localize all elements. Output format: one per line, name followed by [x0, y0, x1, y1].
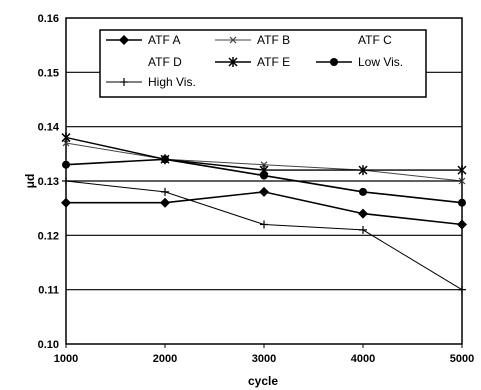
legend-entry: ATF B	[215, 33, 290, 47]
data-point	[458, 285, 466, 294]
data-point	[457, 165, 467, 176]
data-point	[61, 197, 71, 208]
data-point	[359, 225, 367, 234]
series-high-vis	[62, 177, 466, 294]
legend-entry: ATF C	[358, 33, 392, 47]
series-atf-a	[61, 186, 467, 230]
data-point	[260, 220, 268, 229]
x-tick-label: 5000	[450, 353, 474, 365]
data-point	[458, 198, 466, 207]
legend-marker	[120, 78, 128, 86]
data-point	[358, 208, 368, 219]
legend-entry: ATF D	[148, 55, 182, 69]
data-point	[260, 171, 268, 180]
legend-entry: ATF E	[215, 55, 290, 69]
series-atf-e	[61, 132, 467, 176]
legend-label: ATF D	[148, 55, 182, 69]
data-point	[260, 161, 268, 169]
x-tick-label: 3000	[252, 353, 276, 365]
data-point	[160, 197, 170, 208]
data-point	[62, 160, 70, 169]
y-tick-label: 0.14	[38, 122, 60, 134]
data-point	[61, 132, 71, 143]
legend-label: Low Vis.	[358, 55, 403, 69]
y-tick-label: 0.13	[38, 176, 59, 188]
legend-marker	[330, 58, 338, 66]
legend-entry: High Vis.	[106, 75, 196, 89]
legend-box	[99, 29, 427, 98]
legend-label: ATF A	[148, 33, 180, 47]
data-point	[358, 165, 368, 176]
data-point	[457, 219, 467, 230]
y-tick-label: 0.16	[38, 13, 59, 25]
legend-marker	[228, 57, 238, 67]
y-axis-ticks: 0.10 0.11 0.12 0.13 0.14 0.15 0.16	[38, 13, 60, 351]
legend: ATF A ATF B ATF C ATF D ATF E Low Vis. High Vi…	[99, 29, 427, 98]
legend-marker	[229, 36, 237, 44]
series-group	[61, 132, 467, 294]
series-low-vis	[62, 155, 466, 207]
x-tick-label: 2000	[153, 353, 177, 365]
legend-label: ATF E	[257, 55, 290, 69]
x-tick-label: 1000	[54, 353, 78, 365]
legend-entry: ATF A	[106, 33, 180, 47]
data-point	[259, 186, 269, 197]
y-tick-label: 0.12	[38, 230, 59, 242]
data-point	[161, 155, 169, 164]
data-point	[62, 177, 70, 185]
y-axis-title: μd	[23, 174, 37, 189]
y-tick-label: 0.11	[38, 285, 59, 297]
y-tick-label: 0.15	[38, 67, 59, 79]
x-axis-ticks: 1000 2000 3000 4000 5000	[54, 344, 474, 365]
legend-label: High Vis.	[148, 75, 196, 89]
legend-label: ATF C	[358, 33, 392, 47]
legend-label: ATF B	[257, 33, 290, 47]
legend-entry: Low Vis.	[316, 55, 403, 69]
x-tick-label: 4000	[351, 353, 375, 365]
y-tick-label: 0.10	[38, 339, 59, 351]
legend-marker	[119, 35, 129, 45]
data-point	[62, 139, 70, 147]
data-point	[161, 187, 169, 196]
data-point	[359, 187, 367, 196]
x-axis-title: cycle	[248, 374, 278, 388]
